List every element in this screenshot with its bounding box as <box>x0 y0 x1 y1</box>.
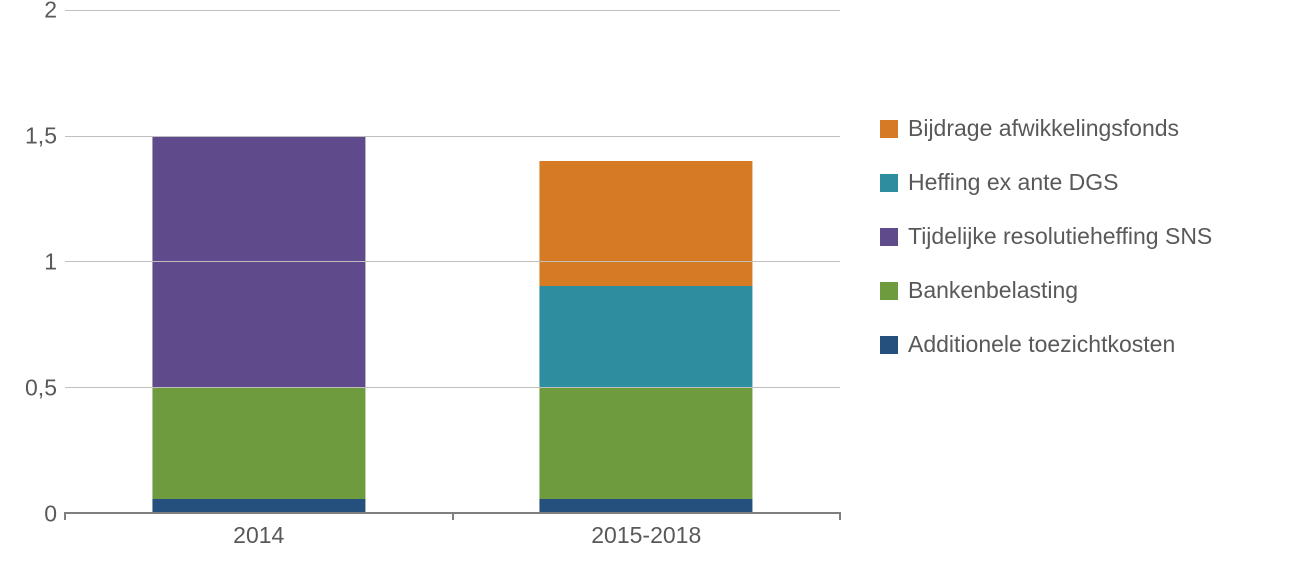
legend-swatch <box>880 120 898 138</box>
grid-line <box>65 387 840 388</box>
bar-segment-bankenbelasting <box>540 387 753 500</box>
legend-label: Bankenbelasting <box>908 277 1078 304</box>
legend-swatch <box>880 282 898 300</box>
stacked-bar <box>540 161 753 512</box>
y-tick-label: 1 <box>44 249 57 276</box>
legend-swatch <box>880 336 898 354</box>
stacked-bar-chart: 00,511,52 20142015-2018 Bijdrage afwikke… <box>10 10 1289 559</box>
legend-label: Bijdrage afwikkelingsfonds <box>908 115 1179 142</box>
plot-area <box>65 10 840 514</box>
y-tick-label: 2 <box>44 0 57 24</box>
x-axis: 20142015-2018 <box>65 514 840 559</box>
bar-segment-additionele <box>540 499 753 512</box>
bar-segment-additionele <box>152 499 365 512</box>
legend-item-heffing: Heffing ex ante DGS <box>880 169 1270 196</box>
plot-zone: 00,511,52 20142015-2018 <box>10 10 840 559</box>
x-category-label: 2014 <box>65 514 453 559</box>
legend-swatch <box>880 228 898 246</box>
y-tick-label: 1,5 <box>25 123 57 150</box>
y-axis: 00,511,52 <box>10 10 65 514</box>
bar-segment-heffing <box>540 286 753 386</box>
legend-item-tijdelijke: Tijdelijke resolutieheffing SNS <box>880 223 1270 250</box>
stacked-bar <box>152 136 365 513</box>
legend-label: Heffing ex ante DGS <box>908 169 1119 196</box>
y-tick-label: 0 <box>44 501 57 528</box>
legend-item-additionele: Additionele toezichtkosten <box>880 331 1270 358</box>
x-category-label: 2015-2018 <box>453 514 841 559</box>
legend-label: Tijdelijke resolutieheffing SNS <box>908 223 1212 250</box>
bar-segment-bankenbelasting <box>152 387 365 500</box>
legend-item-bijdrage: Bijdrage afwikkelingsfonds <box>880 115 1270 142</box>
legend: Bijdrage afwikkelingsfonds Heffing ex ant… <box>840 10 1270 559</box>
grid-line <box>65 10 840 11</box>
bar-segment-bijdrage <box>540 161 753 286</box>
grid-line <box>65 136 840 137</box>
legend-swatch <box>880 174 898 192</box>
grid-line <box>65 261 840 262</box>
legend-item-bankenbelasting: Bankenbelasting <box>880 277 1270 304</box>
y-tick-label: 0,5 <box>25 375 57 402</box>
legend-label: Additionele toezichtkosten <box>908 331 1175 358</box>
